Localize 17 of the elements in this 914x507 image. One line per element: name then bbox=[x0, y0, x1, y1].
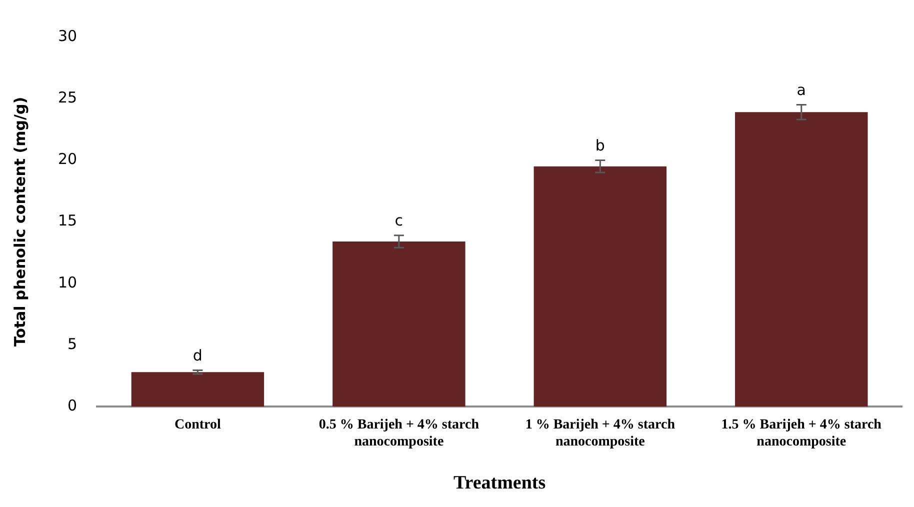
y-tick-label: 0 bbox=[68, 396, 78, 414]
x-tick-label: 1 % Barijeh + 4% starch nanocomposite bbox=[525, 418, 676, 450]
x-tick-label: 1.5 % Barijeh + 4% starch nanocomposite bbox=[721, 418, 882, 450]
y-tick-label: 5 bbox=[68, 334, 78, 353]
y-tick-label: 15 bbox=[58, 212, 78, 230]
annotation: d bbox=[192, 346, 202, 365]
annotation: a bbox=[796, 81, 806, 100]
y-tick-label: 25 bbox=[58, 88, 78, 106]
x-tick-label: 0.5 % Barijeh + 4% starch nanocomposite bbox=[318, 418, 480, 450]
annotation: c bbox=[394, 212, 404, 230]
y-tick-label: 30 bbox=[58, 26, 78, 45]
x-axis-title: Treatments bbox=[453, 472, 546, 494]
y-axis-title: Total phenolic content (mg/g) bbox=[10, 96, 29, 347]
y-tick-label: 10 bbox=[58, 273, 78, 292]
x-tick-label: Control bbox=[174, 418, 222, 433]
annotation: b bbox=[595, 136, 605, 155]
y-tick-label: 20 bbox=[58, 150, 78, 168]
